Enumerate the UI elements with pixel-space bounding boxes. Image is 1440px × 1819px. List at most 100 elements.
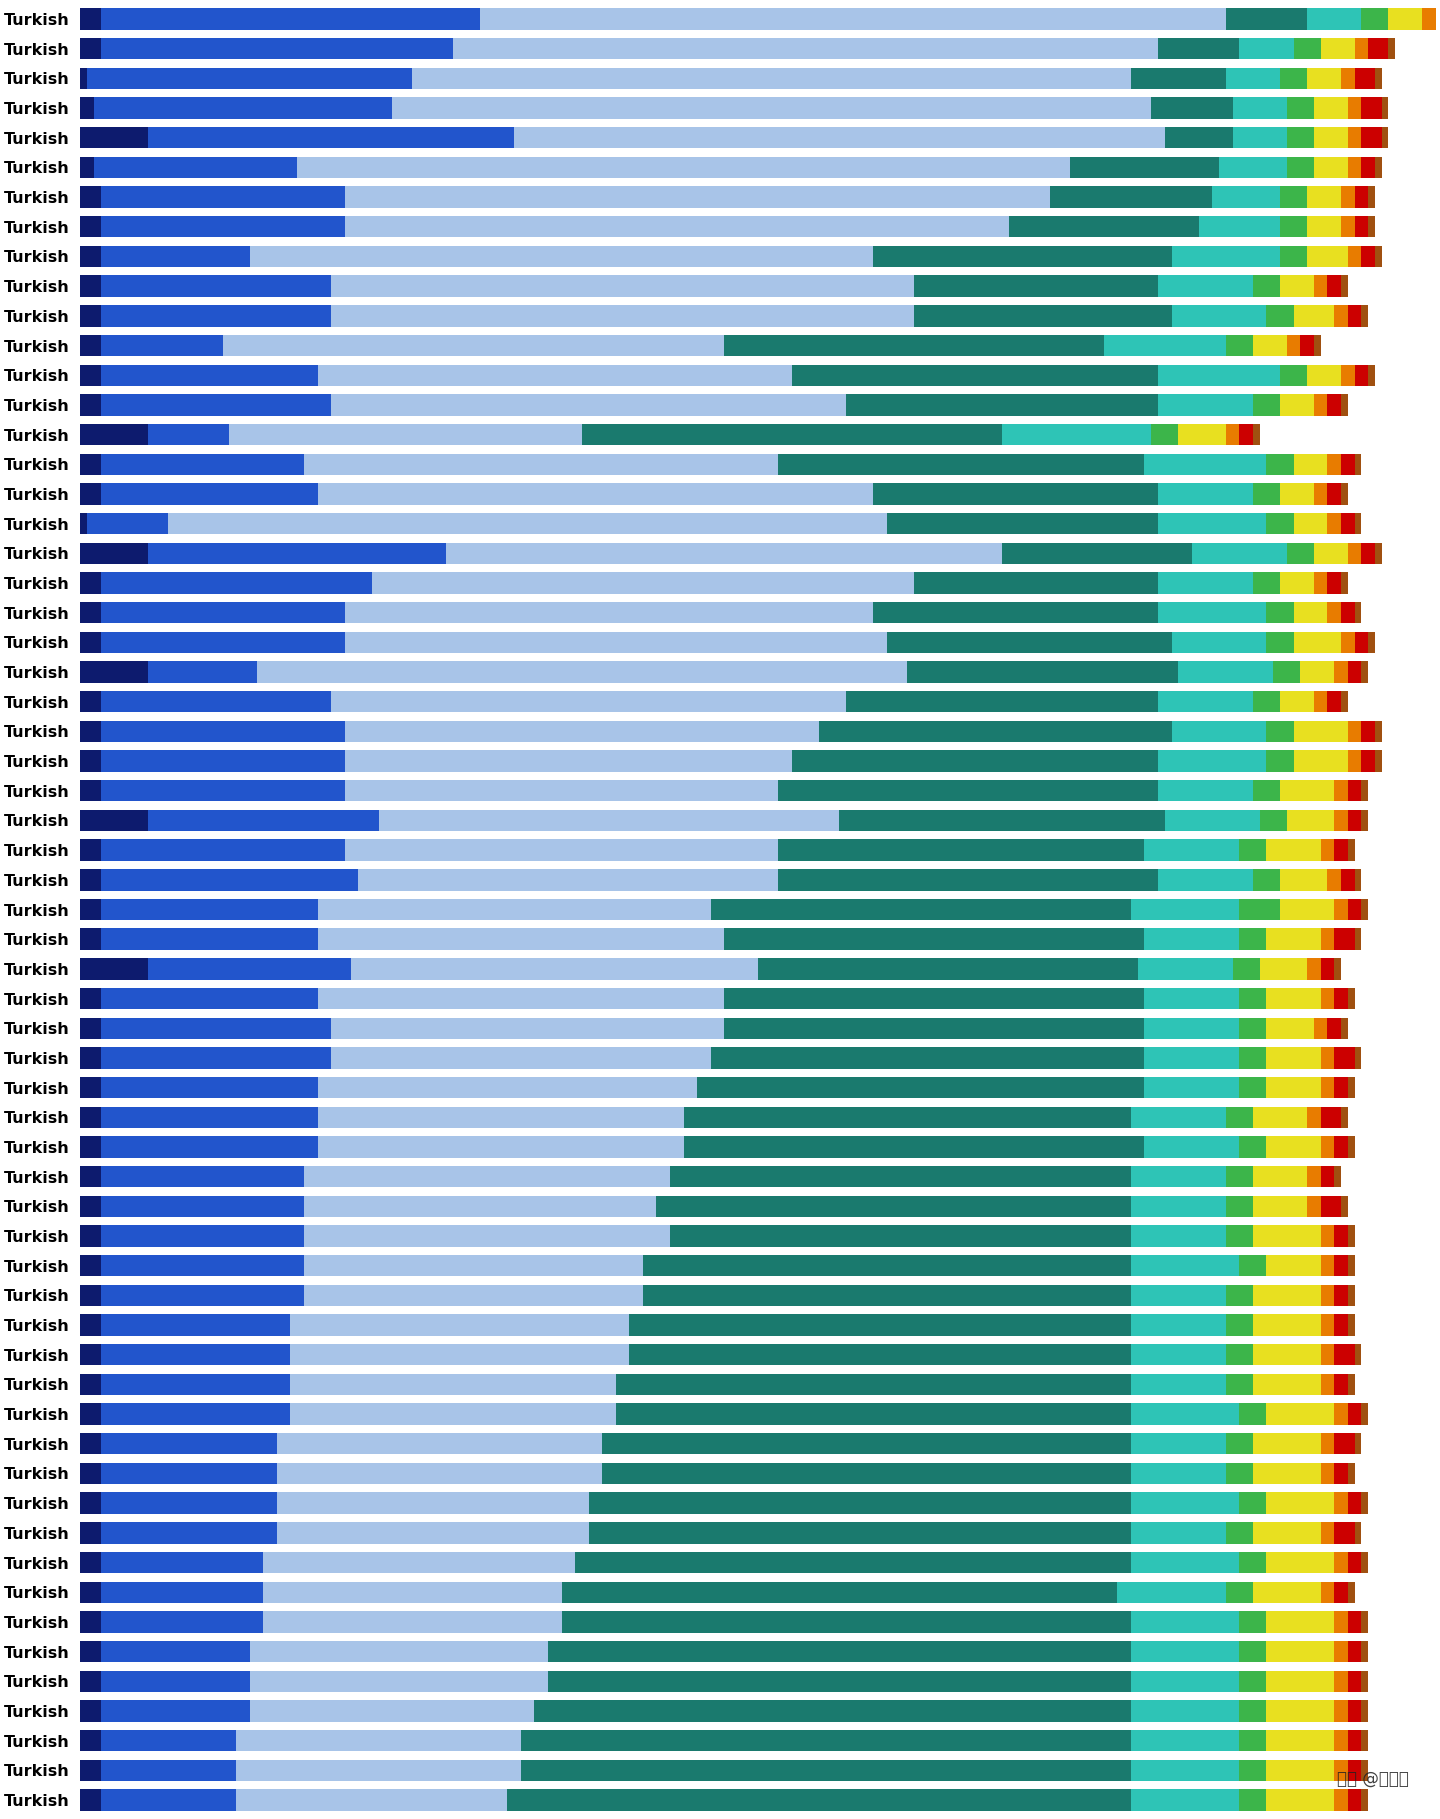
Bar xyxy=(101,1284,304,1306)
Bar xyxy=(562,1581,1117,1603)
Bar xyxy=(1287,335,1300,357)
Bar xyxy=(1335,1433,1355,1455)
Bar xyxy=(1273,662,1300,682)
Bar xyxy=(1355,928,1361,950)
Bar xyxy=(101,246,249,267)
Bar xyxy=(1341,1195,1348,1217)
Bar xyxy=(101,1433,276,1455)
Bar xyxy=(81,186,101,207)
Bar xyxy=(1388,9,1423,29)
Bar xyxy=(779,869,1158,891)
Bar xyxy=(304,1255,642,1277)
Bar xyxy=(1313,127,1348,149)
Bar xyxy=(1335,1581,1348,1603)
Bar xyxy=(81,1701,101,1721)
Bar xyxy=(1280,186,1308,207)
Bar xyxy=(1280,364,1308,386)
Bar xyxy=(873,484,1158,504)
Bar xyxy=(1348,1790,1361,1810)
Bar xyxy=(81,1344,101,1366)
Bar xyxy=(1341,1017,1348,1039)
Bar xyxy=(101,1106,318,1128)
Bar xyxy=(642,1284,1130,1306)
Bar xyxy=(1266,513,1293,535)
Bar xyxy=(1335,1552,1348,1573)
Bar xyxy=(81,1670,101,1692)
Bar xyxy=(1335,988,1348,1010)
Bar xyxy=(1348,1137,1355,1157)
Bar xyxy=(1253,484,1280,504)
Bar xyxy=(1361,720,1375,742)
Bar xyxy=(792,364,1158,386)
Bar xyxy=(1280,899,1335,920)
Bar xyxy=(549,1641,1130,1663)
Bar xyxy=(81,1255,101,1277)
Bar xyxy=(840,809,1165,831)
Bar xyxy=(1308,216,1341,238)
Bar xyxy=(724,1017,1145,1039)
Bar xyxy=(1348,1670,1361,1692)
Bar xyxy=(1341,602,1355,624)
Bar xyxy=(1130,1612,1240,1633)
Bar xyxy=(1348,1581,1355,1603)
Bar xyxy=(81,364,101,386)
Bar xyxy=(1381,127,1388,149)
Bar xyxy=(1308,1166,1320,1188)
Bar xyxy=(81,1790,101,1810)
Bar xyxy=(1308,67,1341,89)
Bar xyxy=(1002,424,1151,446)
Bar xyxy=(1287,127,1313,149)
Bar xyxy=(1423,9,1436,29)
Bar xyxy=(1253,1106,1308,1128)
Bar xyxy=(1335,1404,1348,1424)
Bar xyxy=(1361,127,1381,149)
Bar xyxy=(1253,869,1280,891)
Bar xyxy=(1335,1641,1348,1663)
Bar xyxy=(1355,453,1361,475)
Bar xyxy=(1225,335,1253,357)
Bar xyxy=(1328,869,1341,891)
Bar xyxy=(344,186,1050,207)
Bar xyxy=(1300,662,1335,682)
Bar xyxy=(81,1612,101,1633)
Bar xyxy=(1375,156,1381,178)
Bar xyxy=(670,1226,1130,1246)
Bar xyxy=(1335,1077,1348,1099)
Bar xyxy=(1130,1492,1240,1513)
Bar xyxy=(779,839,1145,860)
Bar xyxy=(1313,484,1328,504)
Bar xyxy=(1151,98,1233,118)
Bar xyxy=(331,691,847,713)
Bar xyxy=(1313,691,1328,713)
Bar xyxy=(81,1373,101,1395)
Bar xyxy=(1361,899,1368,920)
Bar xyxy=(1130,1106,1225,1128)
Bar xyxy=(1280,275,1313,296)
Bar xyxy=(276,1492,589,1513)
Bar xyxy=(1117,1581,1225,1603)
Bar xyxy=(351,959,757,980)
Bar xyxy=(873,246,1172,267)
Bar xyxy=(1287,809,1335,831)
Bar xyxy=(582,424,1002,446)
Bar xyxy=(81,631,101,653)
Bar xyxy=(1313,335,1320,357)
Bar xyxy=(1348,751,1361,771)
Bar xyxy=(1240,988,1266,1010)
Bar xyxy=(81,1195,101,1217)
Bar xyxy=(101,631,344,653)
Bar xyxy=(1145,988,1240,1010)
Bar xyxy=(1341,573,1348,593)
Bar xyxy=(1253,1433,1320,1455)
Bar xyxy=(304,1226,670,1246)
Bar xyxy=(1225,1315,1253,1335)
Bar xyxy=(1355,364,1368,386)
Bar xyxy=(1313,275,1328,296)
Bar xyxy=(1240,38,1293,60)
Bar xyxy=(1335,662,1348,682)
Bar xyxy=(1233,127,1287,149)
Bar xyxy=(81,513,86,535)
Bar xyxy=(148,542,446,564)
Bar xyxy=(1348,899,1361,920)
Bar xyxy=(1320,928,1335,950)
